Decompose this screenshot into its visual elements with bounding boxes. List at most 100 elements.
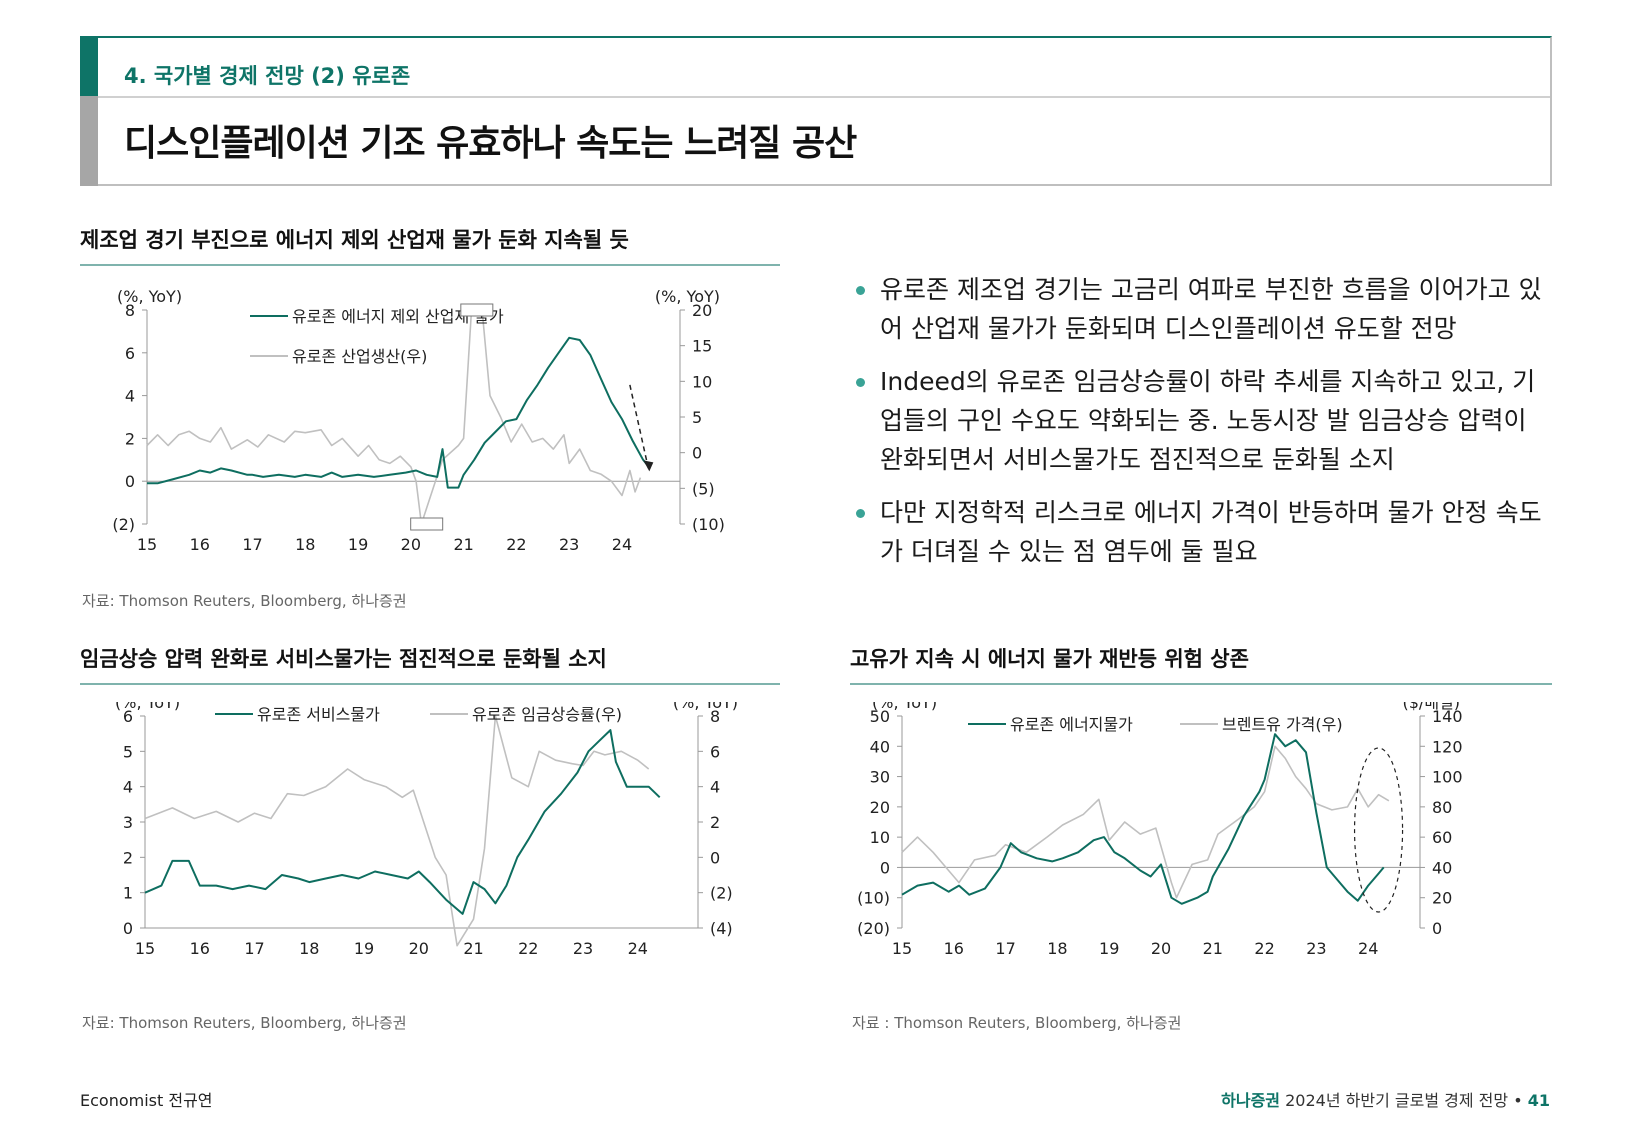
y-right-tick-label: 20	[692, 301, 712, 320]
y-left-tick-label: 1	[123, 884, 133, 903]
bullet-text: 유로존 제조업 경기는 고금리 여파로 부진한 흐름을 이어가고 있어 산업재 …	[880, 275, 1542, 343]
x-tick-label: 19	[354, 939, 374, 958]
chart3-title: 고유가 지속 시 에너지 물가 재반등 위험 상존	[850, 647, 1249, 671]
series-line-primary	[147, 336, 650, 489]
x-tick-label: 22	[506, 535, 526, 554]
y-left-tick-label: 2	[125, 429, 135, 448]
y-right-tick-label: 0	[692, 444, 702, 463]
y-right-tick-label: 10	[692, 372, 712, 391]
x-tick-label: 19	[1099, 939, 1119, 958]
bullet-dot-icon	[856, 509, 865, 518]
y-left-tick-label: 4	[123, 778, 133, 797]
x-tick-label: 22	[518, 939, 538, 958]
x-tick-label: 21	[463, 939, 483, 958]
y-left-tick-label: (2)	[112, 515, 135, 534]
y-right-tick-label: 0	[710, 848, 720, 867]
y-right-tick-label: 140	[1432, 707, 1463, 726]
x-tick-label: 17	[242, 535, 262, 554]
y-right-tick-label: (10)	[692, 515, 725, 534]
chart1-title: 제조업 경기 부진으로 에너지 제외 산업재 물가 둔화 지속될 듯	[80, 228, 629, 252]
y-left-tick-label: (20)	[857, 919, 890, 938]
y-left-tick-label: 50	[870, 707, 890, 726]
y-right-tick-label: 40	[1432, 858, 1452, 877]
x-tick-label: 24	[612, 535, 632, 554]
y-right-tick-label: 4	[710, 778, 720, 797]
legend-label: 유로존 에너지물가	[1010, 715, 1133, 734]
series-line-primary	[901, 733, 1385, 905]
x-tick-label: 20	[409, 939, 429, 958]
bullet-text: Indeed의 유로존 임금상승률이 하락 추세를 지속하고 있고, 기업들의 …	[880, 367, 1536, 474]
y-right-tick-label: (4)	[710, 919, 733, 938]
x-tick-label: 16	[190, 939, 210, 958]
series-line-secondary	[146, 309, 642, 525]
y-right-tick-label: 8	[710, 707, 720, 726]
x-tick-label: 19	[348, 535, 368, 554]
y-right-tick-label: 120	[1432, 737, 1463, 756]
header-accent-bar-lower	[80, 96, 98, 186]
x-tick-label: 15	[135, 939, 155, 958]
axis-break-icon	[410, 517, 444, 531]
chart2-title-rule	[80, 683, 780, 685]
x-tick-label: 24	[1358, 939, 1378, 958]
y-right-tick-label: 20	[1432, 889, 1452, 908]
y-left-tick-label: 0	[880, 858, 890, 877]
series-line-primary	[144, 729, 661, 915]
y-right-unit-label: ($/배럴)	[1403, 702, 1461, 712]
bullet-list: 유로존 제조업 경기는 고금리 여파로 부진한 흐름을 이어가고 있어 산업재 …	[850, 270, 1550, 585]
x-tick-label: 17	[244, 939, 264, 958]
y-left-unit-label: (%, YoY)	[872, 702, 937, 712]
x-tick-label: 18	[295, 535, 315, 554]
bullet-item: Indeed의 유로존 임금상승률이 하락 추세를 지속하고 있고, 기업들의 …	[850, 362, 1550, 479]
footer-brand: 하나증권	[1221, 1091, 1281, 1110]
y-left-tick-label: 20	[870, 798, 890, 817]
y-right-tick-label: 0	[1432, 919, 1442, 938]
y-left-tick-label: 40	[870, 737, 890, 756]
page-title: 디스인플레이션 기조 유효하나 속도는 느려질 공산	[124, 123, 857, 164]
y-right-tick-label: (5)	[692, 479, 715, 498]
x-tick-label: 22	[1254, 939, 1274, 958]
x-tick-label: 23	[559, 535, 579, 554]
chart1-source: 자료: Thomson Reuters, Bloomberg, 하나증권	[82, 592, 407, 610]
series-line-secondary	[901, 745, 1390, 899]
y-right-tick-label: 6	[710, 742, 720, 761]
y-right-tick-label: 60	[1432, 828, 1452, 847]
footer-report: 하나증권 2024년 하반기 글로벌 경제 전망 • 41	[1221, 1087, 1550, 1111]
y-left-tick-label: 6	[125, 344, 135, 363]
x-tick-label: 20	[1151, 939, 1171, 958]
y-right-tick-label: 5	[692, 408, 702, 427]
legend-label: 유로존 에너지 제외 산업재 물가	[292, 307, 504, 326]
page-number: 41	[1527, 1091, 1550, 1110]
chart1-title-rule	[80, 264, 780, 266]
x-tick-label: 15	[892, 939, 912, 958]
legend-label: 유로존 산업생산(우)	[292, 347, 427, 366]
trend-arrow-head-icon	[643, 460, 654, 472]
y-left-tick-label: 3	[123, 813, 133, 832]
y-left-tick-label: 8	[125, 301, 135, 320]
y-left-tick-label: 5	[123, 742, 133, 761]
y-left-tick-label: 0	[125, 472, 135, 491]
bullet-dot-icon	[856, 286, 865, 295]
y-right-unit-label: (%, YoY)	[673, 702, 738, 712]
axis-break-icon	[460, 303, 494, 317]
x-tick-label: 15	[137, 535, 157, 554]
legend-label: 브렌트유 가격(우)	[1222, 715, 1343, 734]
x-tick-label: 23	[573, 939, 593, 958]
x-tick-label: 23	[1306, 939, 1326, 958]
y-left-tick-label: 10	[870, 828, 890, 847]
y-right-tick-label: 2	[710, 813, 720, 832]
y-left-tick-label: 0	[123, 919, 133, 938]
x-tick-label: 20	[401, 535, 421, 554]
x-tick-label: 18	[1047, 939, 1067, 958]
section-label: 4. 국가별 경제 전망 (2) 유로존	[124, 64, 411, 88]
y-right-tick-label: 15	[692, 337, 712, 356]
y-right-tick-label: (2)	[710, 884, 733, 903]
chart2-title: 임금상승 압력 완화로 서비스물가는 점진적으로 둔화될 소지	[80, 647, 607, 671]
y-left-unit-label: (%, YoY)	[115, 702, 180, 712]
y-left-tick-label: 2	[123, 848, 133, 867]
chart3-title-rule	[850, 683, 1552, 685]
bullet-text: 다만 지정학적 리스크로 에너지 가격이 반등하며 물가 안정 속도가 더뎌질 …	[880, 498, 1542, 566]
y-left-tick-label: 4	[125, 387, 135, 406]
